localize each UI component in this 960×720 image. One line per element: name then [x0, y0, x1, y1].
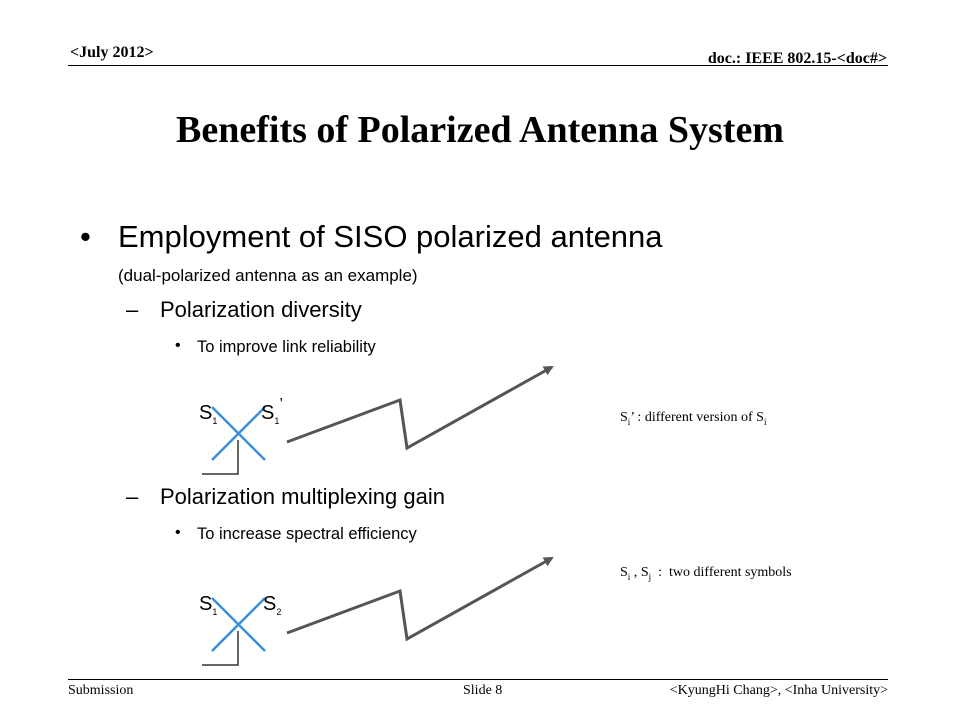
antenna-label-right: S2	[263, 593, 282, 617]
antenna-label-left: S1	[199, 593, 218, 617]
main-bullet-note: (dual-polarized antenna as an example)	[118, 266, 418, 285]
footer-rule	[68, 679, 888, 680]
signal-arrow-icon	[286, 556, 554, 642]
dash-marker: –	[126, 484, 139, 509]
footer-author: <KyungHi Chang>, <Inha University>	[669, 683, 888, 698]
antenna-label-left: S1	[199, 402, 218, 426]
bullet-dot: •	[80, 219, 91, 254]
header-doc-number: doc.: IEEE 802.15-<doc#>	[707, 50, 887, 67]
header-date: <July 2012>	[70, 44, 154, 61]
signal-arrow-icon	[286, 365, 554, 451]
diagram1-legend: Si’ : different version of Si	[620, 410, 767, 427]
diagram2-legend: Si , Sj : two different symbols	[620, 565, 792, 582]
dual-polarized-antenna-icon	[202, 597, 266, 666]
bullet-dot-small: •	[175, 337, 181, 354]
dual-polarized-antenna-icon	[202, 406, 266, 475]
dash-marker: –	[126, 297, 139, 322]
diversity-item: To improve link reliability	[197, 338, 376, 356]
multiplexing-item: To increase spectral efficiency	[197, 525, 417, 543]
footer-submission: Submission	[68, 683, 134, 698]
multiplexing-heading: Polarization multiplexing gain	[160, 484, 445, 509]
antenna-label-right: S1’	[261, 396, 283, 426]
diversity-heading: Polarization diversity	[160, 297, 362, 322]
header-rule	[68, 65, 888, 66]
main-bullet: Employment of SISO polarized antenna	[118, 219, 663, 254]
slide-title: Benefits of Polarized Antenna System	[176, 109, 784, 151]
bullet-dot-small: •	[175, 524, 181, 541]
footer-slide-number: Slide 8	[463, 683, 503, 698]
